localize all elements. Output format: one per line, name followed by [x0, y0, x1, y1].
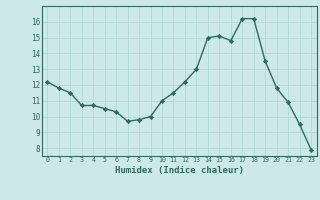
- X-axis label: Humidex (Indice chaleur): Humidex (Indice chaleur): [115, 166, 244, 175]
